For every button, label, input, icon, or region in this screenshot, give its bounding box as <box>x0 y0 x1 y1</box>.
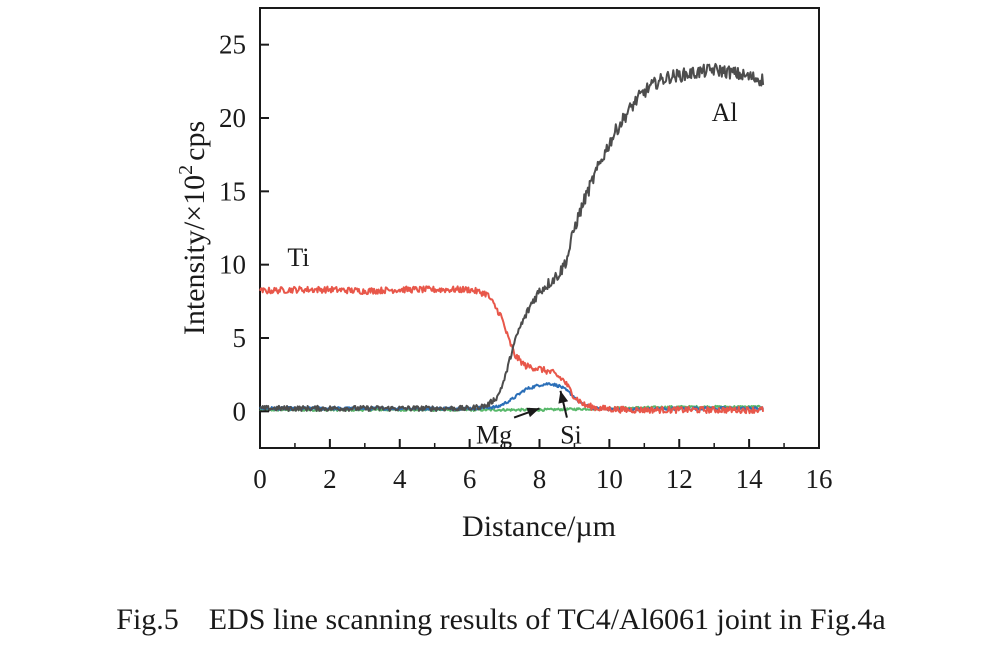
y-tick-label: 5 <box>233 323 247 353</box>
annotation-label-si: Si <box>560 421 582 450</box>
y-tick-label: 10 <box>219 250 246 280</box>
y-axis-title-unit: cps <box>178 121 211 161</box>
x-axis-ticks: 0 2 4 6 8 10 12 14 16 <box>253 439 833 494</box>
annotation-arrowhead-si <box>558 390 569 404</box>
series-layer <box>259 62 765 415</box>
x-tick-label: 2 <box>323 464 337 494</box>
x-tick-label: 0 <box>253 464 267 494</box>
y-tick-label: 15 <box>219 176 246 206</box>
y-tick-label: 0 <box>233 396 247 426</box>
x-tick-label: 12 <box>666 464 693 494</box>
y-axis-title: Intensity/×102 cps <box>175 121 211 335</box>
x-tick-label: 4 <box>393 464 407 494</box>
x-tick-label: 6 <box>463 464 477 494</box>
x-tick-label: 14 <box>736 464 764 494</box>
annotation-label-mg: Mg <box>476 421 512 450</box>
y-axis-ticks: 0 5 10 15 20 25 <box>219 30 269 426</box>
annotation-label-al: Al <box>712 98 738 127</box>
figure-caption: Fig.5 EDS line scanning results of TC4/A… <box>116 603 886 636</box>
y-tick-label: 20 <box>219 103 246 133</box>
series-annotations: Al Ti Mg Si <box>287 98 737 450</box>
x-tick-label: 10 <box>596 464 623 494</box>
plot-area: 0 2 4 6 8 10 12 14 16 0 5 10 15 20 25 Al Ti Mg Si <box>219 7 833 494</box>
annotation-label-ti: Ti <box>287 243 309 272</box>
annotation-arrowhead-mg <box>526 407 540 418</box>
series-line-ti <box>259 285 765 415</box>
y-axis-title-superscript: 2 <box>175 165 197 175</box>
series-line-al <box>259 62 765 412</box>
y-axis-title-main: Intensity/×10 <box>178 175 211 335</box>
x-tick-label: 8 <box>533 464 547 494</box>
y-tick-label: 25 <box>219 30 246 60</box>
x-tick-label: 16 <box>806 464 833 494</box>
x-axis-title: Distance/µm <box>462 510 616 543</box>
